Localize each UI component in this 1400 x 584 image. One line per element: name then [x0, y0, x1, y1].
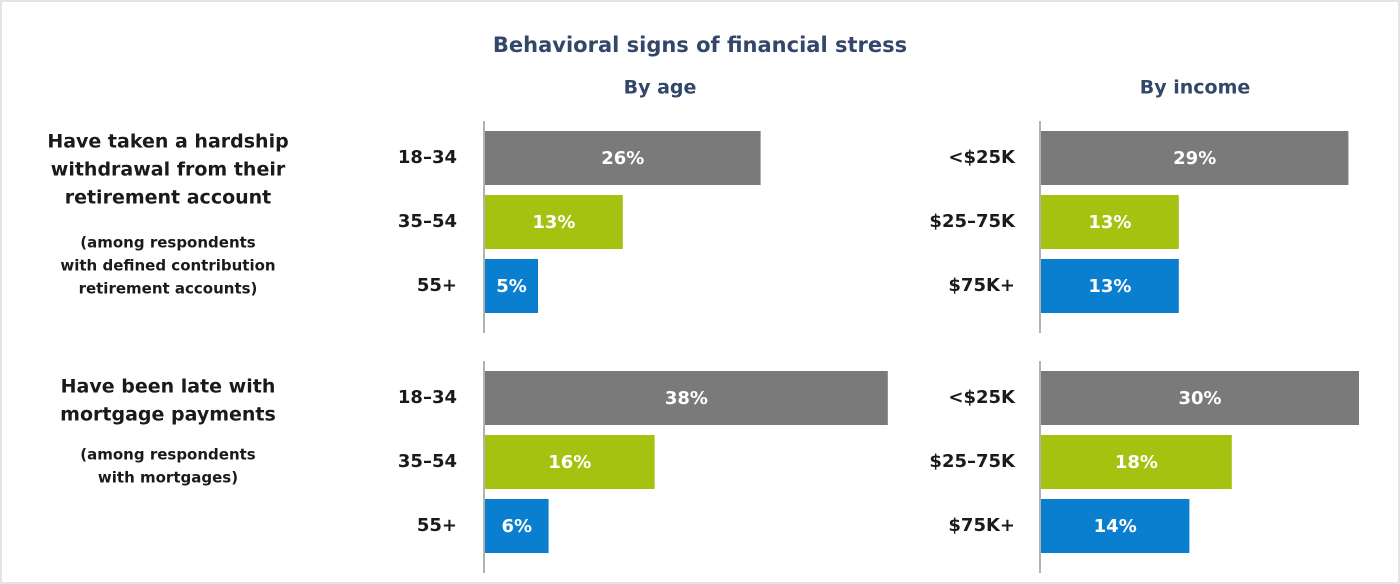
- value-label: 13%: [1088, 212, 1131, 233]
- bar: [485, 371, 888, 425]
- value-label: 6%: [502, 516, 533, 537]
- bar: [1041, 131, 1349, 185]
- row-label: retirement account: [65, 187, 272, 209]
- row-label: withdrawal from their: [51, 159, 286, 181]
- value-label: 26%: [601, 148, 644, 169]
- bar: [1041, 499, 1190, 553]
- column-header: By age: [624, 77, 697, 99]
- bar: [1041, 259, 1179, 313]
- row-label: mortgage payments: [60, 404, 276, 426]
- value-label: 30%: [1178, 388, 1221, 409]
- value-label: 5%: [496, 276, 527, 297]
- value-label: 16%: [548, 452, 591, 473]
- value-label: 13%: [1088, 276, 1131, 297]
- bar: [485, 499, 549, 553]
- category-label: 18–34: [398, 387, 457, 408]
- category-label: 55+: [417, 275, 457, 296]
- category-label: <$25K: [948, 387, 1016, 408]
- category-label: <$25K: [948, 147, 1016, 168]
- row-note: (among respondents: [80, 446, 256, 464]
- row-note: with defined contribution: [60, 257, 275, 275]
- bar: [485, 131, 761, 185]
- chart-title: Behavioral signs of financial stress: [493, 33, 907, 57]
- bar: [485, 195, 623, 249]
- category-label: 35–54: [398, 211, 457, 232]
- row-note: retirement accounts): [79, 280, 258, 298]
- row-note: (among respondents: [80, 234, 256, 252]
- row-label: Have been late with: [61, 376, 276, 398]
- category-label: 18–34: [398, 147, 457, 168]
- value-label: 29%: [1173, 148, 1216, 169]
- value-label: 14%: [1094, 516, 1137, 537]
- bar: [1041, 371, 1359, 425]
- bar: [1041, 195, 1179, 249]
- category-label: $75K+: [948, 515, 1015, 536]
- column-header: By income: [1140, 77, 1251, 99]
- category-label: 35–54: [398, 451, 457, 472]
- bar: [1041, 435, 1232, 489]
- bar: [485, 435, 655, 489]
- category-label: $25–75K: [929, 211, 1016, 232]
- category-label: $75K+: [948, 275, 1015, 296]
- value-label: 18%: [1115, 452, 1158, 473]
- category-label: 55+: [417, 515, 457, 536]
- value-label: 38%: [665, 388, 708, 409]
- bar: [485, 259, 538, 313]
- category-label: $25–75K: [929, 451, 1016, 472]
- row-note: with mortgages): [98, 469, 238, 487]
- value-label: 13%: [532, 212, 575, 233]
- row-label: Have taken a hardship: [47, 131, 288, 153]
